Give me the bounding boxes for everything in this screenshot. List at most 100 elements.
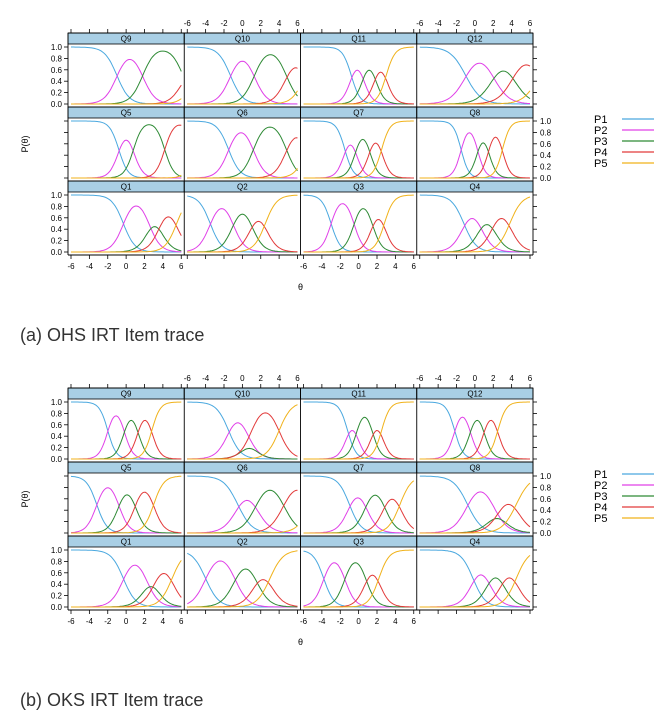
panel-q1: Q1 [64,535,185,614]
x-tick-label: 0 [240,19,245,28]
series-line-p5 [187,90,298,105]
series-line-p3 [71,419,182,460]
series-line-p4 [419,419,530,460]
y-tick-label: 0.2 [51,444,63,453]
legend-label-p2: P2 [594,480,607,492]
panel-q1: Q1 [64,180,185,259]
x-tick-label: -2 [337,617,345,626]
series-line-p5 [187,550,298,608]
y-tick-label: 1.0 [51,191,63,200]
panel-label: Q7 [353,109,364,118]
series-line-p2 [303,69,414,105]
series-line-p5 [303,549,414,608]
series-line-p1 [303,401,414,460]
x-tick-label: 4 [161,262,166,271]
series-line-p2 [71,564,182,608]
x-tick-label: -4 [318,262,326,271]
oks-item-trace-chart: Q9 Q10 Q11 Q12 Q5 Q6 Q7 Q8 Q1 Q2 Q3 Q4 0.0 0.0 0.0 0.2 0… [20,374,654,647]
x-tick-label: 2 [259,19,264,28]
legend-label-p5: P5 [594,158,607,170]
series-line-p1 [303,120,414,179]
panel-q12: Q12 [416,29,537,105]
x-tick-label: -6 [184,19,192,28]
series-line-p1 [71,549,182,608]
series-line-p1 [187,475,298,534]
series-line-p2 [71,415,182,460]
x-tick-label: 0 [473,374,478,383]
series-line-p1 [187,46,298,105]
y-tick-label: 0.4 [540,151,552,160]
series-line-p1 [303,475,414,534]
ohs-item-trace-chart: Q9 Q10 Q11 Q12 Q5 Q6 Q7 Q8 Q1 Q2 Q3 Q4 0.0 0.0 0.0 0.2 0… [20,19,654,292]
x-tick-label: 2 [491,374,496,383]
y-tick-label: 0.6 [540,140,552,149]
panel-q11: Q11 [300,384,418,460]
y-tick-label: 0.4 [51,580,63,589]
series-line-p2 [419,217,530,253]
x-tick-label: 6 [179,617,184,626]
legend-label-p4: P4 [594,502,607,514]
x-tick-label: 0 [124,262,129,271]
y-tick-label: 0.2 [51,592,63,601]
caption-b: (b) OKS IRT Item trace [20,690,204,710]
x-tick-label: 6 [412,617,417,626]
series-line-p2 [187,208,298,253]
panel-label: Q8 [470,464,481,473]
y-tick-label: 1.0 [51,546,63,555]
y-tick-label: 0.0 [540,174,552,183]
y-tick-label: 0.2 [540,163,552,172]
x-tick-label: 0 [356,262,361,271]
x-tick-label: -4 [86,617,94,626]
panel-q6: Q6 [183,461,301,534]
series-line-p2 [303,203,414,253]
x-tick-label: -6 [300,262,308,271]
series-line-p3 [187,126,298,179]
x-tick-label: 0 [240,374,245,383]
y-tick-label: 1.0 [51,43,63,52]
caption-a: (a) OHS IRT Item trace [20,325,205,345]
x-tick-label: -6 [67,262,75,271]
panel-label: Q2 [237,538,248,547]
series-line-p3 [303,208,414,253]
x-tick-label: -6 [416,19,424,28]
series-line-p3 [303,494,414,534]
series-line-p1 [419,46,530,105]
x-tick-label: 4 [393,617,398,626]
series-line-p3 [187,213,298,253]
y-tick-label: 0.0 [540,529,552,538]
series-line-p4 [419,217,531,253]
y-tick-label: 0.6 [51,569,63,578]
x-tick-label: 0 [473,19,478,28]
x-tick-label: 6 [528,19,533,28]
y-tick-label: 0.8 [51,54,63,63]
y-tick-label: 0.8 [51,409,63,418]
panel-label: Q10 [235,35,251,44]
series-line-p4 [71,572,182,608]
panel-q11: Q11 [300,29,418,105]
panel-label: Q12 [467,390,483,399]
panel-q4: Q4 [416,535,537,614]
panel-q2: Q2 [183,535,301,614]
series-line-p3 [303,138,414,179]
panel-label: Q5 [121,464,132,473]
series-line-p5 [419,482,531,534]
series-line-p1 [71,46,182,105]
panel-q5: Q5 [64,461,185,534]
y-tick-label: 0.2 [540,518,552,527]
x-tick-label: 0 [124,617,129,626]
x-tick-label: -6 [184,374,192,383]
x-tick-label: -2 [220,19,228,28]
y-tick-label: 0.2 [51,237,63,246]
x-tick-label: 6 [295,19,300,28]
x-tick-label: 2 [375,617,380,626]
panel-label: Q11 [351,35,366,44]
series-line-p3 [419,224,531,253]
y-tick-label: 0.6 [51,66,63,75]
series-line-p4 [187,67,298,105]
series-line-p5 [71,560,182,608]
series-line-p5 [187,168,298,179]
series-line-p5 [187,525,298,534]
x-tick-label: 2 [375,262,380,271]
x-tick-label: 4 [393,262,398,271]
